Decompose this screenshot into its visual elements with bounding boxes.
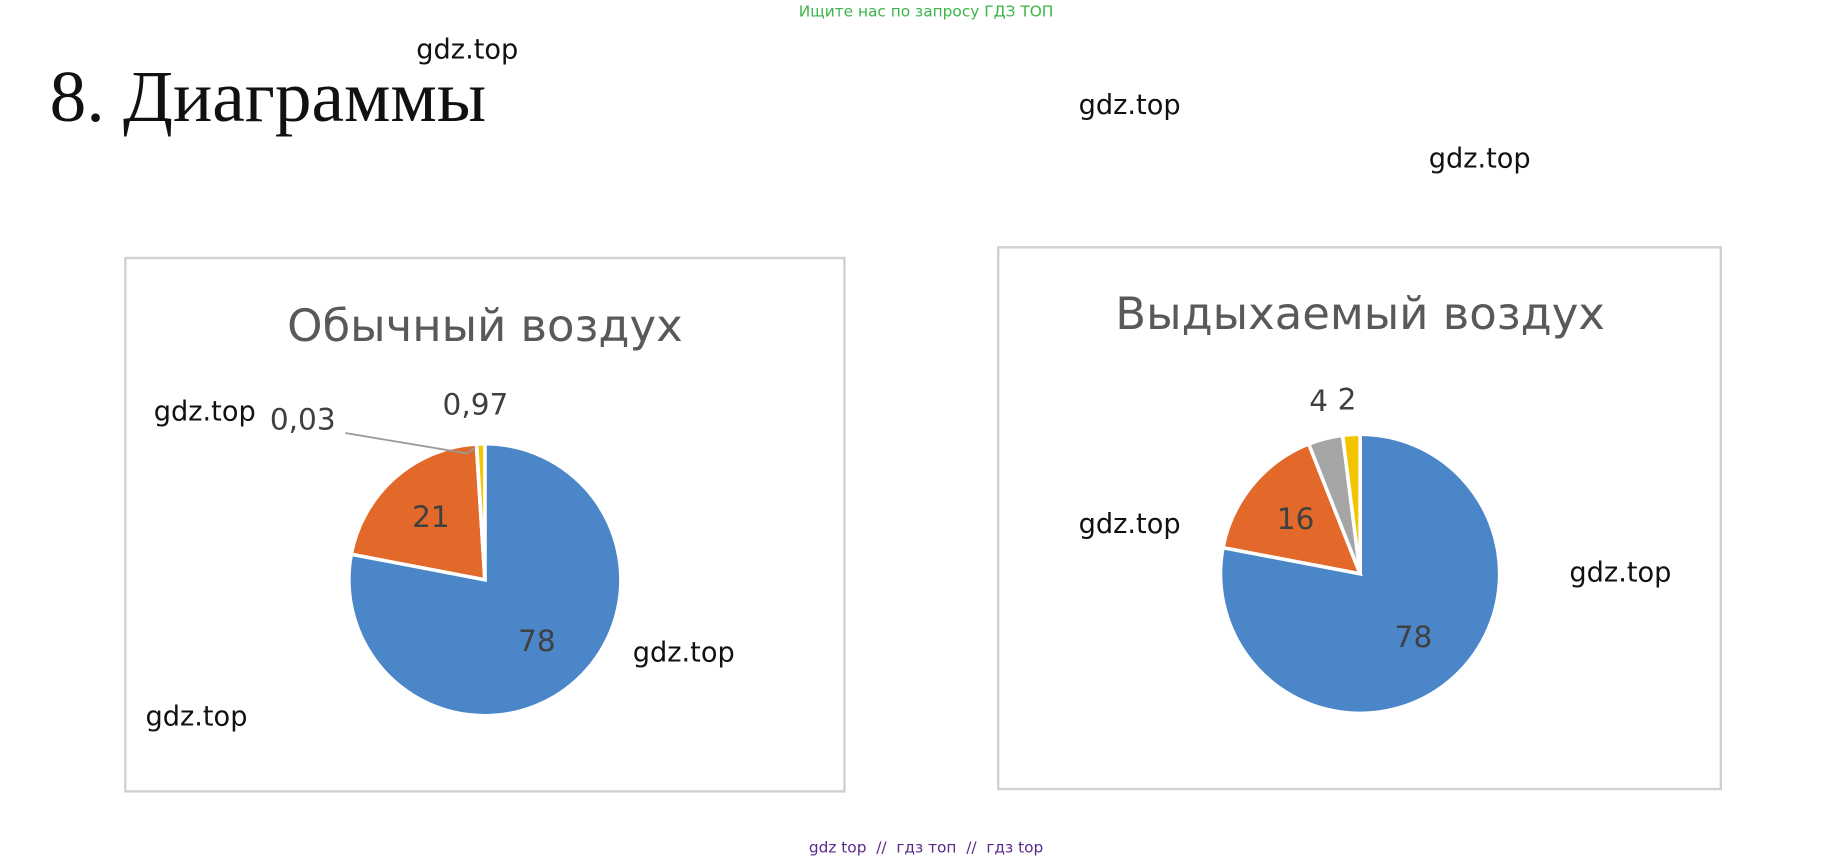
data-label: 16 — [1277, 502, 1315, 536]
pie-slice — [349, 442, 487, 582]
watermark: gdz.top — [416, 35, 518, 66]
chart-title: Выдыхаемый воздух — [1115, 287, 1605, 340]
watermark: gdz.top — [145, 702, 247, 733]
chart-title: Обычный воздух — [287, 299, 683, 352]
watermark: gdz.top — [1079, 90, 1181, 121]
data-label: 2 — [1338, 383, 1357, 417]
watermark: gdz.top — [633, 638, 735, 669]
watermark: gdz.top — [1429, 143, 1531, 174]
data-label: 4 — [1309, 384, 1328, 418]
banner: Ищите нас по запросу ГДЗ ТОП — [799, 3, 1054, 21]
heading: 8. Диаграммы — [50, 56, 486, 137]
pie-slice — [474, 441, 487, 580]
watermark: gdz.top — [1569, 557, 1671, 588]
data-label: 0,03 — [270, 403, 336, 437]
data-label: 0,97 — [443, 387, 509, 421]
data-label: 78 — [518, 624, 556, 658]
pie-slice — [1340, 432, 1362, 575]
footer: gdz top // гдз топ // гдз top — [809, 839, 1043, 857]
watermarks: gdz.top gdz.top gdz.top gdz.top gdz.top gdz.t… — [145, 35, 1671, 733]
watermark: gdz.top — [154, 396, 256, 427]
data-label: 78 — [1395, 620, 1433, 654]
watermark: gdz.top — [1079, 509, 1181, 540]
data-label: 21 — [412, 500, 450, 534]
charts: Обычный воздух 78 21 0,03 0,97 Выдыхаемый воз… — [270, 287, 1605, 718]
leader-line — [345, 432, 478, 455]
pie-slice — [1220, 441, 1363, 577]
